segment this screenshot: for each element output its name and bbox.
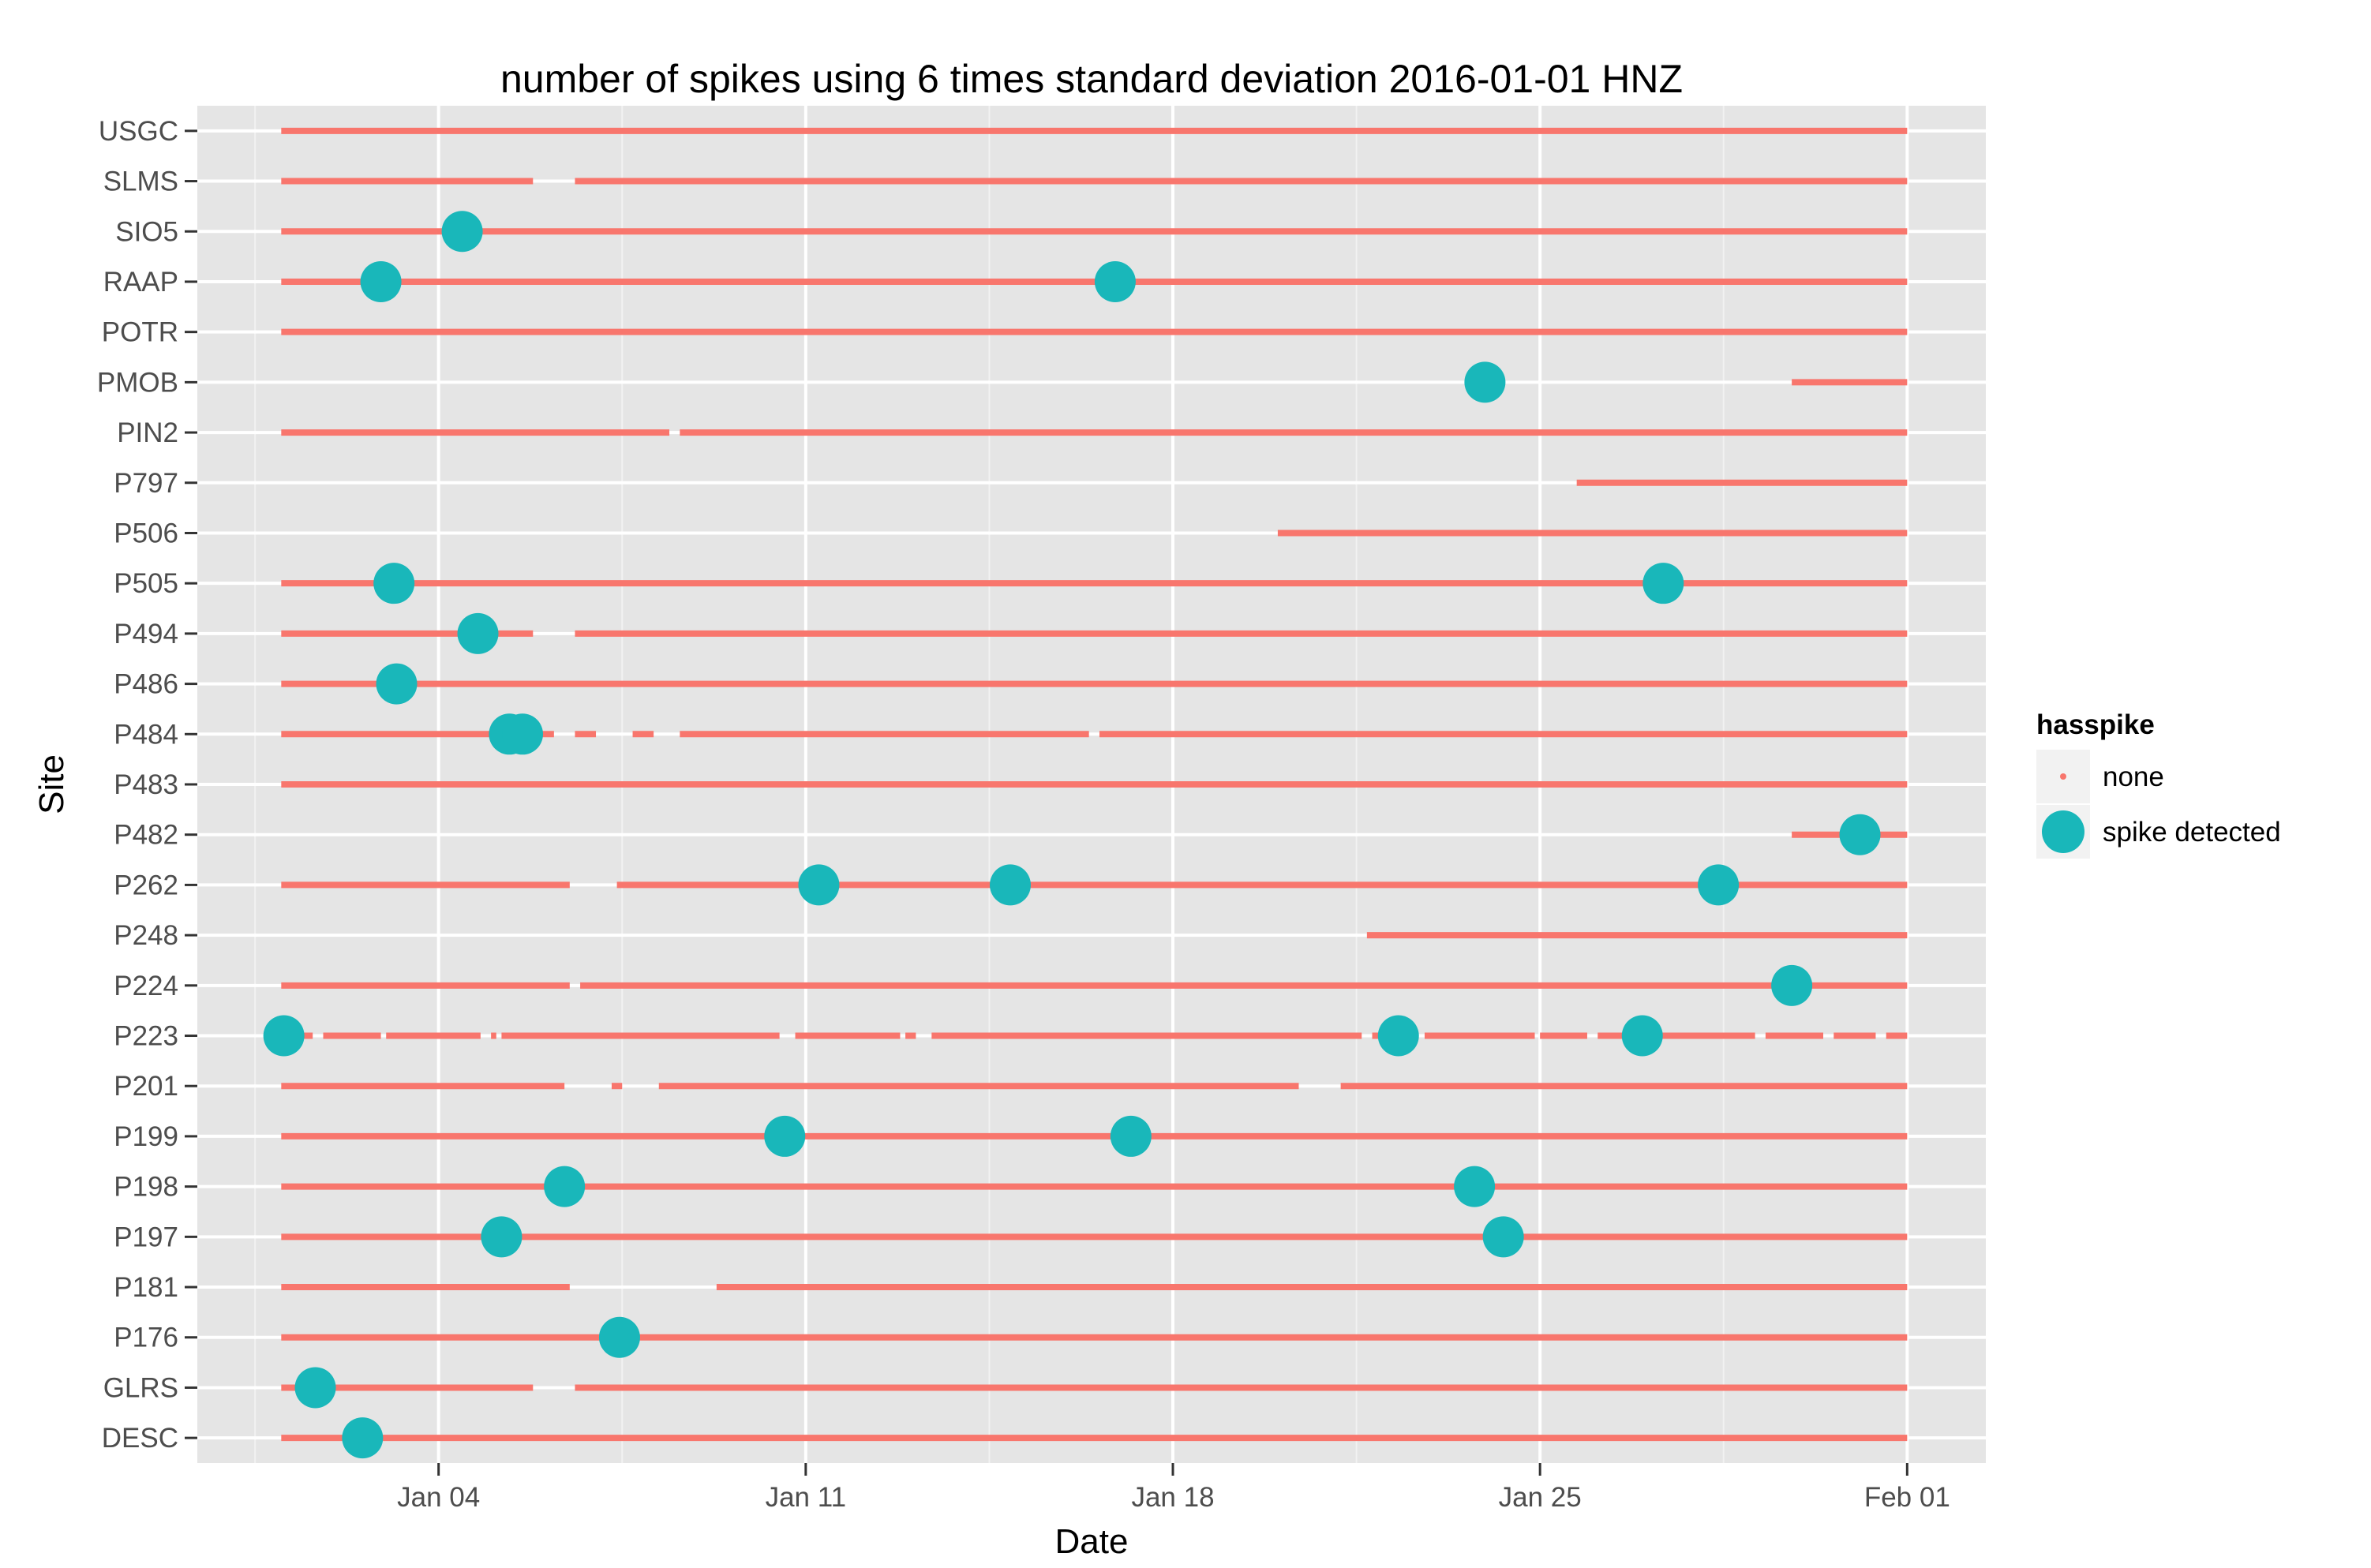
spike-point-p262 <box>798 864 840 906</box>
chart-title: number of spikes using 6 times standard … <box>500 57 1683 101</box>
legend-none-dot <box>2060 773 2066 780</box>
legend-spike-dot <box>2042 810 2084 853</box>
y-tick-label: P484 <box>114 719 178 750</box>
legend-title: hasspike <box>2036 709 2155 740</box>
spike-point-raap <box>360 260 402 302</box>
y-tick-label: P797 <box>114 468 178 499</box>
x-tick-label: Jan 11 <box>766 1482 847 1513</box>
spike-point-p223 <box>263 1015 305 1057</box>
y-tick-label: P482 <box>114 820 178 851</box>
x-axis-title: Date <box>1055 1522 1129 1561</box>
spike-point-sio5 <box>441 211 483 253</box>
spike-point-pmob <box>1464 361 1506 403</box>
y-tick-label: P506 <box>114 518 178 548</box>
spike-point-p176 <box>598 1316 640 1358</box>
y-tick-label: P199 <box>114 1121 178 1152</box>
y-tick-label: P223 <box>114 1021 178 1052</box>
spike-point-p199 <box>764 1115 806 1157</box>
spike-point-p262 <box>990 864 1031 906</box>
legend: hasspike none spike detected <box>2036 709 2281 859</box>
y-tick-label: P262 <box>114 870 178 900</box>
y-tick-label: PMOB <box>97 367 178 398</box>
legend-label-none: none <box>2103 762 2164 792</box>
x-tick-label: Jan 18 <box>1131 1482 1214 1513</box>
spike-point-raap <box>1094 260 1136 302</box>
spike-point-p262 <box>1698 864 1740 906</box>
spike-point-p482 <box>1839 814 1881 855</box>
x-tick-label: Jan 25 <box>1499 1482 1582 1513</box>
y-tick-label: GLRS <box>103 1372 178 1403</box>
spike-points <box>263 211 1881 1459</box>
x-tick-label: Feb 01 <box>1864 1482 1950 1513</box>
y-tick-label: P248 <box>114 920 178 951</box>
spike-point-p223 <box>1377 1015 1419 1057</box>
x-axis: Jan 04 Jan 11 Jan 18 Jan 25 Feb 01 <box>397 1463 1950 1513</box>
spike-point-p494 <box>457 612 499 654</box>
y-tick-label: SIO5 <box>115 216 178 247</box>
spike-point-p505 <box>373 563 415 604</box>
y-tick-label: RAAP <box>103 267 178 298</box>
spike-point-p486 <box>376 663 418 705</box>
y-tick-label: P198 <box>114 1172 178 1203</box>
spike-point-p223 <box>1621 1015 1663 1057</box>
spike-point-p198 <box>544 1166 586 1207</box>
y-tick-label: P224 <box>114 971 178 1001</box>
spike-point-p197 <box>1482 1216 1524 1258</box>
y-tick-label: P486 <box>114 669 178 700</box>
y-tick-label: DESC <box>102 1423 178 1454</box>
y-tick-label: P494 <box>114 619 178 649</box>
y-tick-label: P505 <box>114 568 178 599</box>
y-axis: USGC SLMS SIO5 RAAP POTR PMOB PIN2 P797 P506 P505… <box>97 116 197 1454</box>
y-tick-label: P181 <box>114 1272 178 1303</box>
x-tick-label: Jan 04 <box>397 1482 480 1513</box>
legend-label-spike-detected: spike detected <box>2103 817 2281 848</box>
y-tick-label: P483 <box>114 769 178 800</box>
y-tick-label: POTR <box>102 317 178 348</box>
spike-point-p199 <box>1110 1115 1152 1157</box>
y-tick-label: PIN2 <box>117 417 178 448</box>
spike-point-glrs <box>294 1367 336 1409</box>
spike-point-p505 <box>1642 563 1684 604</box>
y-tick-label: P201 <box>114 1071 178 1102</box>
y-axis-title: Site <box>32 754 71 814</box>
spike-point-p198 <box>1454 1166 1496 1207</box>
y-tick-label: USGC <box>99 116 178 147</box>
spike-point-desc <box>342 1417 384 1459</box>
spike-point-p484 <box>502 713 543 755</box>
spike-point-p197 <box>481 1216 523 1258</box>
y-tick-label: SLMS <box>103 167 178 197</box>
y-tick-label: P197 <box>114 1222 178 1252</box>
y-tick-label: P176 <box>114 1323 178 1353</box>
coverage-lines <box>281 127 1908 1442</box>
spike-point-p224 <box>1771 964 1813 1006</box>
